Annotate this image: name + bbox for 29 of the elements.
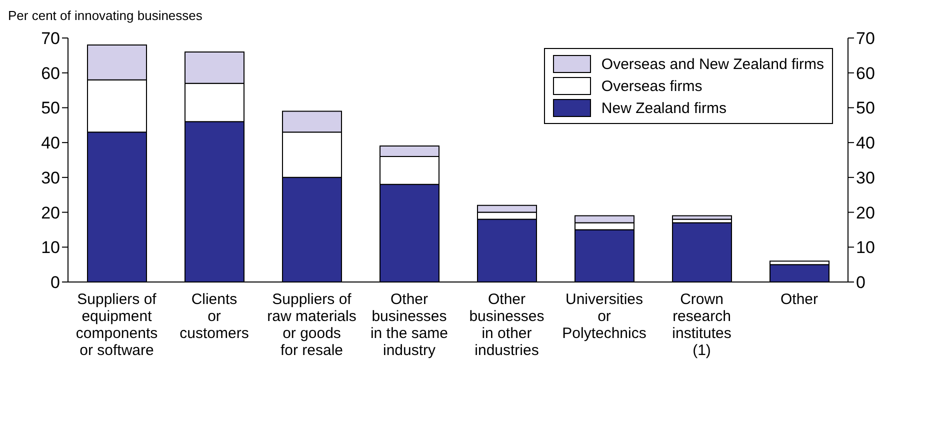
y2-tick-label: 30 xyxy=(856,168,875,188)
y2-tick-label: 60 xyxy=(856,64,875,83)
bar xyxy=(672,215,732,220)
x-tick-label: Suppliers of equipment components or software xyxy=(76,291,158,359)
y2-tick-label: 40 xyxy=(856,134,875,153)
y-axis-title: Per cent of innovating businesses xyxy=(8,8,202,23)
y-tick-label: 50 xyxy=(41,98,60,118)
x-tick-label: Other businesses in the same industry xyxy=(370,291,448,359)
x-tick-label: Universities or Polytechnics xyxy=(562,291,646,342)
x-tick-label: Other xyxy=(780,291,818,308)
y-tick-label: 70 xyxy=(41,29,60,48)
y2-tick-label: 0 xyxy=(856,273,866,292)
y2-tick-label: 50 xyxy=(856,98,875,118)
x-tick-label: Other businesses in other industries xyxy=(469,291,544,359)
y-tick-label: 60 xyxy=(41,64,60,83)
x-tick-label: Clients or customers xyxy=(180,291,249,342)
y2-tick-label: 10 xyxy=(856,238,875,258)
x-tick-label: Suppliers of raw materials or goods for resale xyxy=(267,291,356,359)
legend-label: New Zealand firms xyxy=(601,100,726,116)
y-tick-label: 20 xyxy=(41,203,60,222)
y-tick-label: 40 xyxy=(41,134,60,153)
y2-tick-label: 70 xyxy=(856,29,875,48)
legend-label: Overseas and New Zealand firms xyxy=(601,56,824,72)
y-tick-label: 10 xyxy=(41,238,60,258)
y-tick-label: 0 xyxy=(50,273,60,292)
x-tick-label: Crown research institutes (1) xyxy=(672,291,732,359)
legend-label: Overseas firms xyxy=(601,78,702,94)
y2-tick-label: 20 xyxy=(856,203,875,222)
y-tick-label: 30 xyxy=(41,168,60,188)
